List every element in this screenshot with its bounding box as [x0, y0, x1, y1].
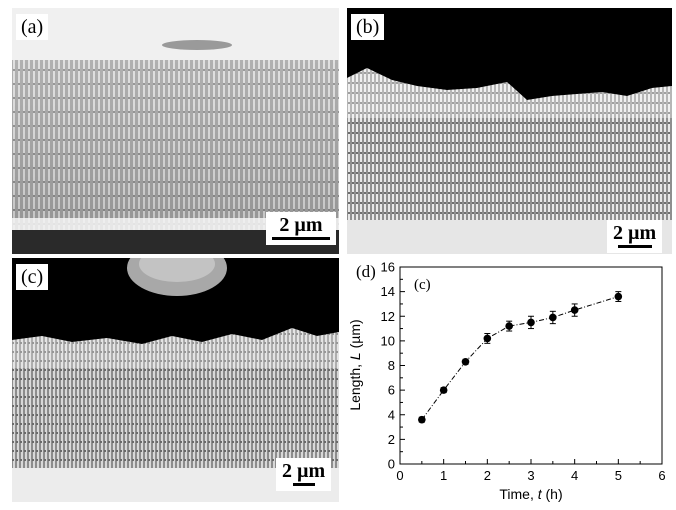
- scale-bar-text-c: 2 µm: [282, 460, 326, 482]
- scale-bar-line-c: [292, 483, 315, 486]
- data-point: [614, 292, 623, 301]
- scale-bar-a: 2 µm: [266, 212, 336, 245]
- x-tick-label: 3: [527, 468, 534, 483]
- sem-image-a: [12, 8, 339, 254]
- panel-label-b: (b): [351, 14, 385, 40]
- chart-annotation: (c): [414, 277, 431, 293]
- y-tick-label: 2: [388, 432, 395, 447]
- y-axis-label: Length, L (µm): [347, 319, 363, 410]
- x-tick-label: 0: [396, 468, 403, 483]
- x-tick-label: 5: [615, 468, 622, 483]
- sem-panel-a: (a) 2 µm: [12, 8, 339, 254]
- panel-label-d: (d): [356, 262, 376, 281]
- sem-image-b: [347, 8, 672, 254]
- sem-panel-b: (b) 2 µm: [347, 8, 672, 254]
- data-point: [570, 306, 579, 314]
- x-tick-label: 4: [571, 468, 578, 483]
- data-point: [549, 313, 557, 322]
- y-tick-label: 12: [381, 309, 395, 324]
- plot-frame: [399, 266, 663, 465]
- sem-panel-c: (c) 2 µm: [12, 258, 339, 502]
- scale-bar-line-a: [272, 237, 330, 240]
- scale-bar-b: 2 µm: [607, 220, 663, 253]
- y-tick-label: 6: [388, 383, 395, 398]
- data-point: [439, 386, 448, 394]
- data-point: [483, 334, 492, 343]
- data-series: [418, 291, 623, 424]
- y-tick-label: 8: [388, 358, 395, 373]
- data-point: [505, 322, 513, 330]
- scale-bar-line-b: [617, 245, 652, 248]
- x-tick-label: 6: [658, 468, 665, 483]
- y-tick-label: 16: [381, 260, 395, 275]
- y-tick-label: 10: [381, 333, 395, 348]
- panel-label-a: (a): [16, 14, 49, 40]
- data-point: [418, 415, 426, 424]
- scale-bar-text-a: 2 µm: [279, 214, 323, 236]
- y-tick-label: 4: [388, 407, 395, 422]
- y-tick-label: 14: [381, 284, 395, 299]
- x-tick-label: 2: [484, 468, 491, 483]
- scale-bar-c: 2 µm: [276, 458, 332, 491]
- data-point: [461, 358, 470, 366]
- y-tick-label: 0: [388, 457, 395, 472]
- scale-bar-text-b: 2 µm: [613, 222, 657, 244]
- series-line: [421, 296, 619, 420]
- x-axis-label: Time, t (h): [499, 486, 562, 502]
- panel-label-c: (c): [16, 264, 49, 290]
- data-point: [527, 318, 535, 327]
- x-tick-label: 1: [440, 468, 447, 483]
